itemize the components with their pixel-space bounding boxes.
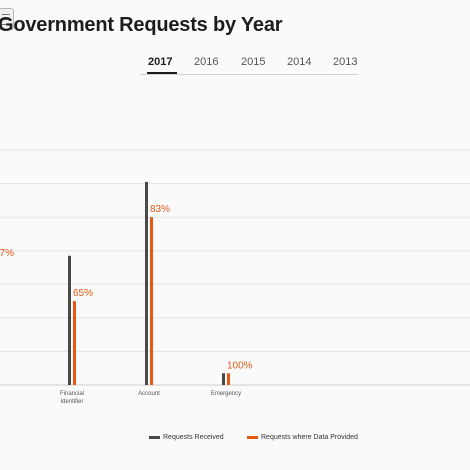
bar-requests-received (68, 255, 71, 385)
category-label: Financial (60, 391, 84, 397)
category-label: Account (138, 391, 160, 397)
bar-requests-received (222, 373, 225, 385)
tab-2013[interactable]: 2013 (333, 56, 358, 68)
legend-item-provided: Requests where Data Provided (247, 434, 358, 441)
window-toolbar-widget[interactable] (0, 8, 14, 30)
category-label: Identifier (60, 399, 83, 405)
data-label-percent: 67% (0, 248, 14, 259)
legend-item-received: Requests Received (149, 434, 224, 441)
tab-2017[interactable]: 2017 (148, 56, 173, 68)
bar-data-provided (73, 301, 76, 385)
tab-2015[interactable]: 2015 (241, 56, 266, 68)
data-label-percent: 65% (73, 288, 93, 299)
bar-data-provided (150, 217, 153, 385)
toolbar-line (2, 14, 10, 15)
year-tabs: 2017 2016 2015 2014 2013 (140, 52, 358, 75)
bar-data-provided (227, 373, 230, 385)
toolbar-line (2, 24, 10, 25)
data-label-percent: 83% (150, 204, 170, 215)
tab-2014[interactable]: 2014 (287, 56, 312, 68)
page-title: Government Requests by Year (0, 14, 283, 36)
tab-2016[interactable]: 2016 (194, 56, 219, 68)
active-tab-indicator (147, 72, 177, 74)
toolbar-line (2, 19, 10, 20)
bar-requests-received (145, 181, 148, 385)
legend-swatch-provided (247, 435, 258, 439)
legend-swatch-received (149, 435, 160, 439)
data-label-percent: 100% (227, 360, 253, 371)
legend-label-received: Requests Received (163, 434, 224, 441)
legend-label-provided: Requests where Data Provided (261, 434, 358, 441)
category-label: Emergency (211, 391, 241, 397)
